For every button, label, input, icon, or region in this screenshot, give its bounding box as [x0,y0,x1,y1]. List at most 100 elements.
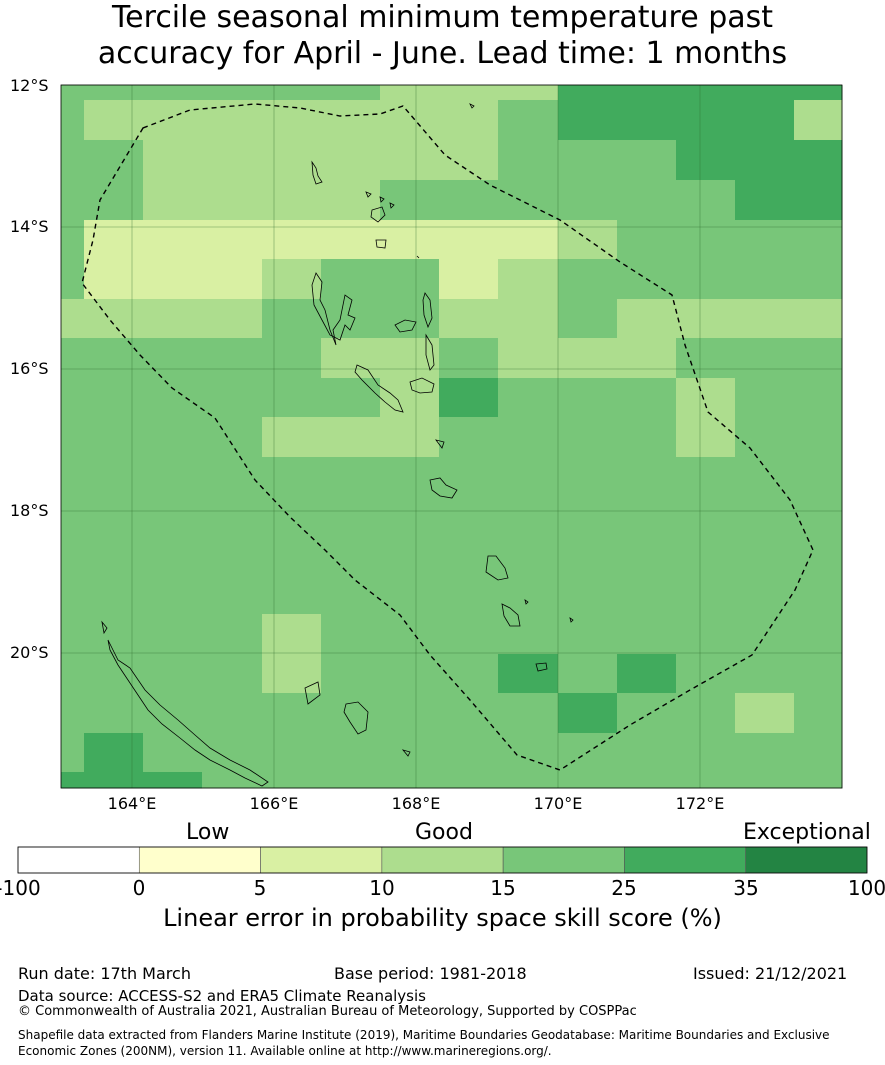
skill-cell [735,654,795,694]
maewo-coastline [425,333,435,371]
skill-cell [84,378,144,418]
skill-cell [794,654,843,694]
skill-cell [143,220,203,260]
skill-cell [498,575,559,615]
skill-cell [794,180,843,221]
skill-cell [439,654,499,694]
skill-cell [676,180,736,221]
skill-cell [735,259,795,300]
skill-cell [262,614,322,655]
skill-cell [617,140,677,181]
skill-cell [676,338,736,379]
skill-cell [676,496,736,537]
lon-label-168e: 168°E [391,794,441,813]
skill-cell [321,100,381,141]
skill-cell [794,772,843,789]
skill-cell [617,457,677,497]
colorbar-title: Linear error in probability space skill … [163,904,722,932]
skill-cell [735,180,795,221]
skill-cell [321,733,381,773]
skill-cell [84,772,144,789]
skill-cell [558,693,618,734]
skill-cell [735,457,795,497]
colorbar-segment [138,846,261,874]
skill-cell [380,180,440,221]
skill-cell [321,693,381,734]
skill-cell [498,496,559,537]
skill-cell [498,417,559,458]
skill-cell [676,259,736,300]
cb-tick: 5 [253,876,267,900]
run-date: Run date: 17th March [18,964,191,983]
skill-cell [617,378,677,418]
skill-cell [380,693,440,734]
skill-cell [143,299,203,339]
skill-cell [794,259,843,300]
skill-cell [676,85,736,101]
skill-cell [202,654,263,694]
skill-cell [262,654,322,694]
lat-label-16s: 16°S [10,359,49,378]
skill-cell [84,85,144,101]
skill-cell [794,85,843,101]
skill-cell [498,338,559,379]
skill-cell [143,259,203,300]
skill-cell [794,733,843,773]
skill-cell [558,575,618,615]
skill-cell [735,338,795,379]
skill-cell [558,378,618,418]
skill-grid [61,85,843,789]
skill-cell [61,457,85,497]
skill-cell [262,259,322,300]
skill-cell [143,693,203,734]
skill-cell [61,180,85,221]
lat-label-14s: 14°S [10,217,49,236]
skill-cell [558,100,618,141]
skill-cell [262,575,322,615]
skill-cell [617,417,677,458]
lat-label-20s: 20°S [10,643,49,662]
skill-cell [84,693,144,734]
data-source: Data source: ACCESS-S2 and ERA5 Climate … [18,987,426,1005]
skill-cell [794,100,843,141]
skill-cell [84,338,144,379]
skill-cell [84,457,144,497]
skill-cell [84,100,144,141]
skill-cell [498,220,559,260]
efate-coastline [429,477,458,499]
skill-cell [143,338,203,379]
skill-cell [794,496,843,537]
small-islets-coastline [401,103,574,757]
skill-cell [498,100,559,141]
skill-cell [558,417,618,458]
skill-cell [439,417,499,458]
skill-cell [143,457,203,497]
issued-date: Issued: 21/12/2021 [693,964,848,983]
skill-cell [794,378,843,418]
skill-cell [439,457,499,497]
skill-cell [794,338,843,379]
skill-cell [439,496,499,537]
skill-cell [61,614,85,655]
skill-cell [202,457,263,497]
colorbar-segment [624,846,747,874]
cb-tick: 10 [369,876,395,900]
skill-cell [380,85,440,101]
skill-cell [735,85,795,101]
skill-cell [61,417,85,458]
skill-cell [143,140,203,181]
skill-cell [617,100,677,141]
skill-cell [84,259,144,300]
skill-cell [202,614,263,655]
skill-cell [262,299,322,339]
skill-cell [202,693,263,734]
cb-tick: 15 [490,876,516,900]
lat-label-12s: 12°S [10,76,49,95]
espiritu-santo-coastline [311,272,356,346]
skill-cell [202,536,263,576]
eez-boundary [81,103,814,771]
skill-cell [321,496,381,537]
skill-cell [439,85,499,101]
skill-cell [61,299,85,339]
skill-cell [676,220,736,260]
